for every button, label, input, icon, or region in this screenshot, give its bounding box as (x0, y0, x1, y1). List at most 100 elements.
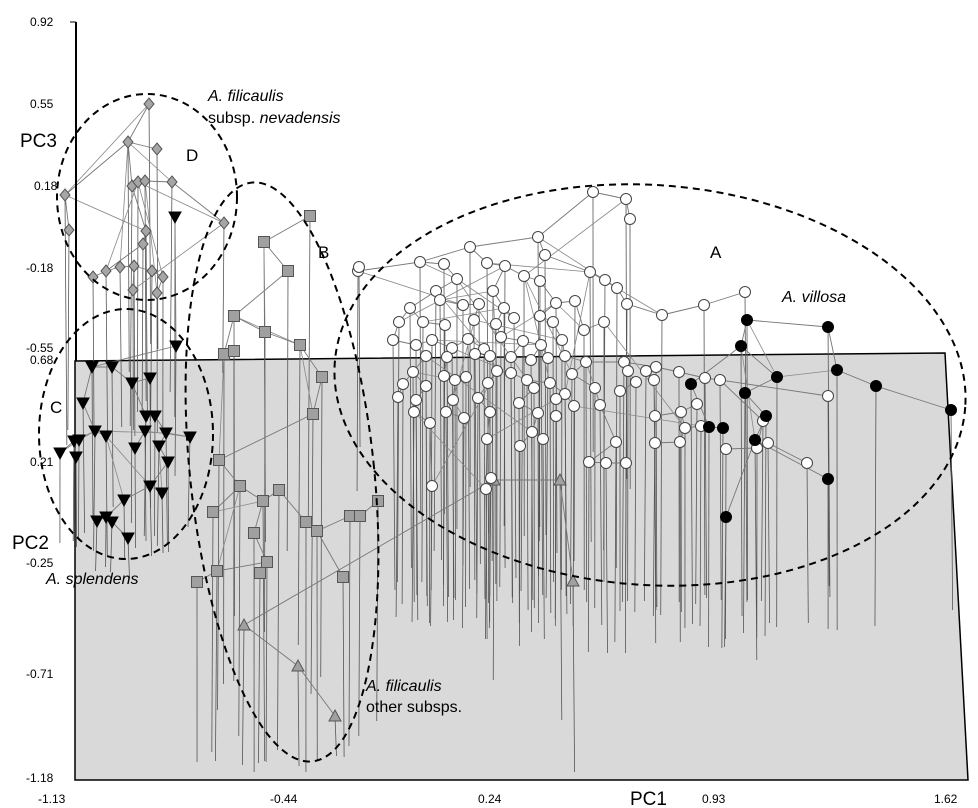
specimen-marker-a (699, 372, 711, 384)
specimen-marker-a (674, 436, 686, 448)
specimen-marker-b (213, 454, 225, 466)
specimen-marker-other (566, 573, 580, 587)
specimen-link (469, 236, 539, 248)
drop-line (499, 336, 502, 588)
drop-line (704, 377, 708, 599)
specimen-link (171, 181, 225, 224)
drop-line (430, 485, 433, 627)
specimen-marker-d (166, 175, 178, 189)
specimen-marker-d (122, 135, 134, 149)
drop-line (150, 270, 153, 422)
drop-line (615, 287, 618, 569)
drop-line (392, 339, 396, 591)
specimen-marker-a (451, 273, 463, 285)
specimen-marker-c (105, 361, 119, 375)
specimen-marker-a (544, 377, 556, 389)
specimen-marker-b (248, 527, 260, 539)
specimen-marker-b (304, 210, 316, 222)
drop-line (660, 314, 663, 616)
specimen-link (473, 319, 563, 341)
drop-line (127, 537, 130, 579)
drop-line (110, 521, 113, 573)
pc3-axis-title: PC3 (20, 131, 57, 152)
drop-line (111, 366, 114, 508)
drop-line (141, 243, 144, 415)
drop-line (552, 321, 555, 583)
specimen-marker-d (151, 142, 163, 156)
drop-line (874, 385, 877, 627)
drop-line (559, 479, 563, 721)
pc3-tick-label: -0.55 (26, 341, 54, 355)
specimen-marker-af (749, 434, 761, 446)
specimen-marker-a (620, 457, 632, 469)
specimen-marker-d (100, 264, 112, 278)
drop-line (356, 270, 359, 492)
specimen-link (127, 103, 150, 143)
filicaulis-nevadensis-label: A. filicaulis (207, 88, 284, 105)
specimen-marker-d (128, 259, 140, 273)
specimen-link (653, 379, 656, 417)
drop-line (743, 392, 746, 634)
drop-line (446, 356, 450, 598)
group-c-ellipse (38, 308, 214, 560)
specimen-marker-a (610, 436, 622, 448)
drop-line (161, 492, 164, 554)
specimen-marker-b (282, 265, 294, 277)
specimen-link (316, 530, 344, 578)
specimen-link (398, 265, 506, 323)
specimen-link (836, 369, 877, 387)
other-subsps-label: other subsps. (366, 699, 462, 716)
specimen-link (456, 278, 528, 381)
specimen-link (91, 345, 177, 368)
specimen-link (419, 261, 458, 280)
specimen-marker-a (547, 316, 559, 328)
specimen-marker-a (559, 388, 571, 400)
specimen-link (767, 442, 808, 464)
pc2-axis-title: PC2 (12, 533, 49, 554)
specimen-marker-c (69, 451, 83, 465)
specimen-marker-a (473, 298, 485, 310)
drop-line (105, 270, 108, 432)
specimen-marker-a (491, 365, 503, 377)
specimen-marker-c (143, 480, 157, 494)
group-letter-d: D (186, 146, 198, 165)
drop-line (334, 715, 337, 757)
specimen-link (419, 246, 471, 263)
specimen-marker-a (714, 374, 726, 386)
specimen-marker-a (587, 186, 599, 198)
drop-line (130, 382, 133, 524)
drop-line (64, 194, 68, 446)
specimen-marker-a (650, 361, 662, 373)
specimen-marker-a (583, 456, 595, 468)
specimen-marker-a (393, 316, 405, 328)
specimen-marker-af (771, 371, 783, 383)
specimen-marker-a (599, 274, 611, 286)
specimen-marker-a (675, 406, 687, 418)
pc2-tick-label: 0.21 (30, 455, 54, 469)
drop-line (415, 399, 419, 621)
pc2-tick-label: -1.18 (26, 771, 54, 785)
specimen-marker-af (822, 473, 834, 485)
specimen-link (131, 185, 147, 232)
drop-line (358, 515, 361, 737)
drop-line (174, 345, 177, 477)
specimen-link (559, 479, 574, 582)
specimen-marker-a (649, 410, 661, 422)
drop-line (605, 462, 608, 654)
specimen-marker-a (578, 324, 590, 336)
pc2-tick-label: -0.71 (26, 667, 54, 681)
specimen-link (137, 181, 225, 224)
specimen-marker-other (328, 708, 342, 722)
specimen-marker-a (417, 316, 429, 328)
specimen-marker-af (822, 321, 834, 333)
drop-line (587, 461, 590, 653)
specimen-marker-a (584, 266, 596, 278)
specimen-marker-a (498, 302, 510, 314)
specimen-link (105, 181, 139, 272)
specimen-marker-a (720, 443, 732, 455)
drop-line (119, 266, 123, 428)
drop-line (238, 485, 241, 737)
specimen-marker-a (464, 241, 476, 253)
drop-line (561, 339, 563, 591)
specimen-marker-other (291, 658, 305, 672)
